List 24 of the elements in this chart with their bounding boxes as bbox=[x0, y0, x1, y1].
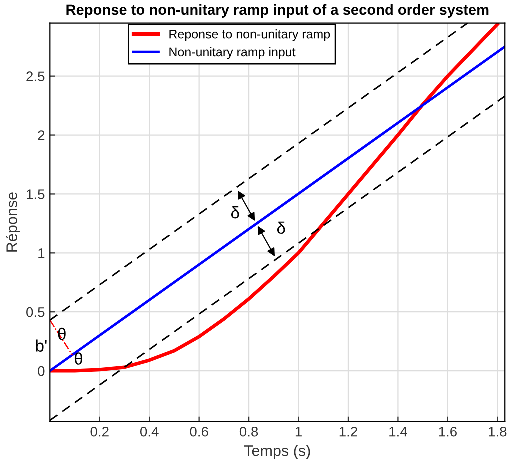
x-tick-label: 1.6 bbox=[439, 426, 457, 437]
y-tick-label: 0 bbox=[38, 366, 45, 376]
x-tick-label: 0.2 bbox=[90, 426, 109, 437]
y-tick-label: 2.5 bbox=[26, 72, 45, 82]
x-tick-label: 1.4 bbox=[390, 427, 408, 437]
legend-label: Non-unitary ramp input bbox=[170, 47, 296, 60]
x-tick-label: 1.8 bbox=[489, 426, 507, 437]
x-tick-label: 1 bbox=[296, 427, 302, 437]
x-axis-title: Temps (s) bbox=[244, 445, 310, 460]
y-tick-label: 0.5 bbox=[26, 307, 45, 318]
y-tick-label: 2 bbox=[38, 130, 45, 140]
annotation: δ bbox=[231, 206, 240, 219]
x-tick-label: 0.8 bbox=[240, 426, 258, 437]
y-axis-title: Réponse bbox=[6, 192, 20, 252]
y-tick-label: 1.5 bbox=[27, 190, 45, 200]
annotation: θ bbox=[74, 352, 83, 365]
y-tick-label: 1 bbox=[38, 248, 45, 258]
chart-title: Reponse to non-unitary ramp input of a second order system bbox=[66, 4, 489, 18]
x-tick-label: 0.6 bbox=[190, 426, 208, 437]
legend-label: Reponse to non-unitary ramp bbox=[170, 30, 330, 42]
x-tick-label: 0.4 bbox=[140, 426, 159, 437]
text: b' bbox=[36, 340, 47, 352]
annotation: δ bbox=[277, 222, 286, 234]
x-tick-label: 1.2 bbox=[340, 426, 358, 437]
